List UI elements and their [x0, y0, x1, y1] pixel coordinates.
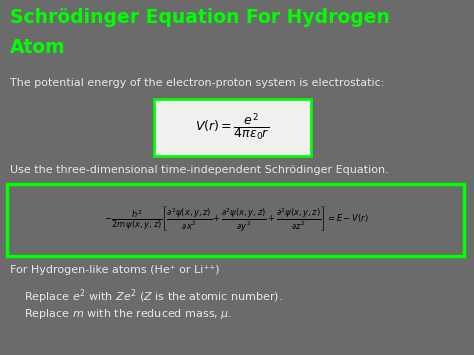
Text: Atom: Atom [10, 38, 65, 57]
Text: The potential energy of the electron-proton system is electrostatic:: The potential energy of the electron-pro… [10, 78, 384, 88]
FancyBboxPatch shape [154, 99, 311, 156]
FancyBboxPatch shape [7, 184, 464, 256]
Text: $-\dfrac{h^2}{2m\,\psi(x,y,z)}\left[\dfrac{\partial^2\psi(x,y,z)}{\partial x^2} : $-\dfrac{h^2}{2m\,\psi(x,y,z)}\left[\dfr… [104, 206, 368, 235]
Text: Replace $m$ with the reduced mass, $\mu$.: Replace $m$ with the reduced mass, $\mu$… [10, 307, 232, 321]
Text: $V(r) = \dfrac{e^2}{4\pi\varepsilon_0 r}$: $V(r) = \dfrac{e^2}{4\pi\varepsilon_0 r}… [195, 111, 269, 143]
Text: Replace $e^2$ with $Ze^2$ ($Z$ is the atomic number).: Replace $e^2$ with $Ze^2$ ($Z$ is the at… [10, 287, 283, 306]
Text: Use the three-dimensional time-independent Schrödinger Equation.: Use the three-dimensional time-independe… [10, 165, 389, 175]
Text: Schrödinger Equation For Hydrogen: Schrödinger Equation For Hydrogen [10, 8, 390, 27]
Text: For Hydrogen-like atoms (He⁺ or Li⁺⁺): For Hydrogen-like atoms (He⁺ or Li⁺⁺) [10, 265, 219, 275]
